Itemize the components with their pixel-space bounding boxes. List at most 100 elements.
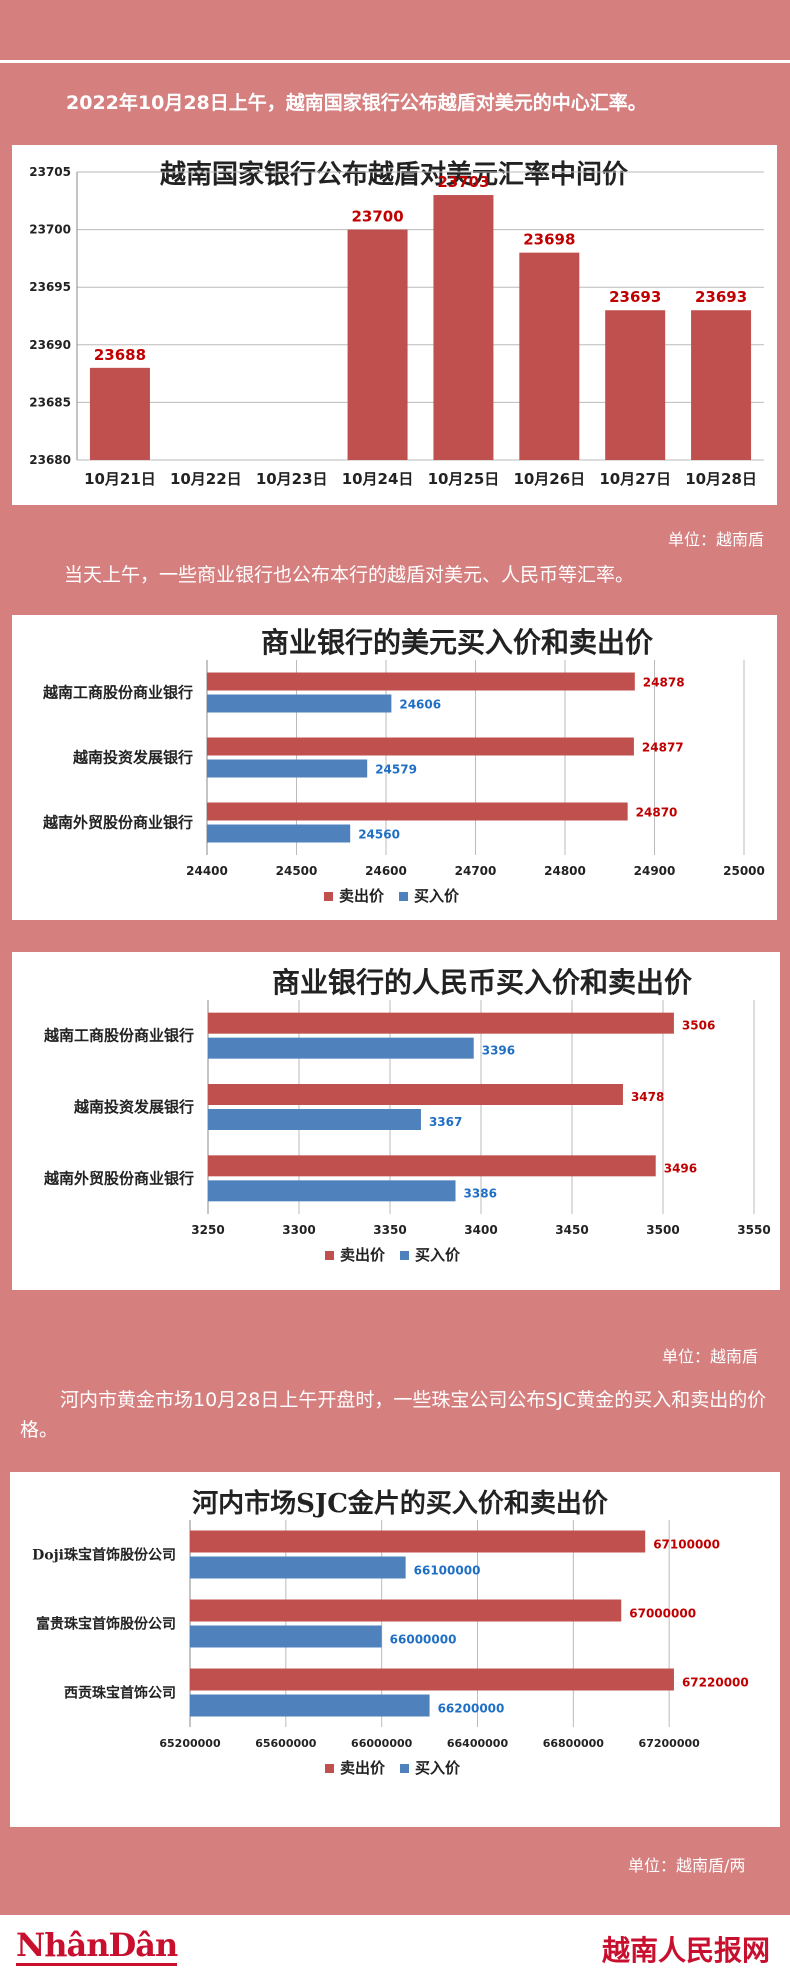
chart-card-2: 商业银行的美元买入价和卖出价 24400 24500 24600 24700 24800 2… <box>12 615 777 920</box>
category-label: 富贵珠宝首饰股份公司 <box>36 1616 176 1633</box>
bar <box>207 694 392 713</box>
data-label: 23700 <box>351 208 403 226</box>
x-tick-label: 10月24日 <box>342 470 414 488</box>
bar <box>89 367 150 460</box>
data-label: 3478 <box>631 1090 664 1104</box>
bar <box>190 1530 646 1553</box>
category-label: 越南外贸股份商业银行 <box>42 814 193 832</box>
bar <box>519 252 580 460</box>
chart-card-4: 河内市场SJC金片的买入价和卖出价 65200000 65600000 6600000… <box>10 1472 780 1827</box>
site-name[interactable]: 越南人民报网 <box>601 1934 770 1967</box>
gold-price-chart: 河内市场SJC金片的买入价和卖出价 65200000 65600000 6600000… <box>32 1488 749 1777</box>
x-tick-label: 3450 <box>555 1223 588 1237</box>
chart-card-1: 越南国家银行公布越盾对美元汇率中间价 23680 23685 23690 23695 23… <box>12 145 777 505</box>
x-tick-label: 66800000 <box>543 1737 605 1750</box>
x-tick-label: 24600 <box>365 864 407 878</box>
data-label: 24877 <box>642 741 684 755</box>
x-tick-label: 67200000 <box>639 1737 701 1750</box>
usd-bank-chart: 商业银行的美元买入价和卖出价 24400 24500 24600 24700 24800 2… <box>42 626 765 905</box>
legend-label: 买入价 <box>414 887 460 905</box>
x-tick-label: 3550 <box>737 1223 770 1237</box>
legend-swatch <box>400 1251 409 1260</box>
bar <box>207 824 351 843</box>
data-label: 24878 <box>643 676 685 690</box>
bar <box>691 310 752 460</box>
bar <box>207 759 368 778</box>
chart-title: 河内市场SJC金片的买入价和卖出价 <box>192 1488 609 1519</box>
unit-label-1: 单位：越南盾 <box>668 530 765 549</box>
x-tick-label: 10月28日 <box>685 470 757 488</box>
data-label: 24579 <box>375 763 417 777</box>
data-label: 23693 <box>609 288 661 306</box>
x-tick-label: 3500 <box>646 1223 679 1237</box>
unit-label-2: 单位：越南盾 <box>662 1347 759 1366</box>
bar <box>207 737 634 756</box>
footer: NhânDân 越南人民报网 <box>0 1915 790 1975</box>
legend-swatch <box>399 892 408 901</box>
chart-card-3: 商业银行的人民币买入价和卖出价 3250 3300 3350 3400 3450 3500 3… <box>12 952 780 1290</box>
bar <box>605 310 666 460</box>
data-label: 3496 <box>664 1161 697 1175</box>
bar <box>347 229 408 460</box>
x-tick-label: 10月26日 <box>513 470 585 488</box>
bar <box>207 802 628 821</box>
bar <box>190 1625 382 1648</box>
y-tick-label: 23700 <box>29 223 71 237</box>
central-rate-chart: 越南国家银行公布越盾对美元汇率中间价 23680 23685 23690 23695 23… <box>29 159 764 488</box>
category-label: 越南投资发展银行 <box>72 749 193 767</box>
bar <box>208 1084 623 1105</box>
x-tick-label: 66000000 <box>351 1737 413 1750</box>
top-divider <box>0 60 790 63</box>
x-tick-label: 65600000 <box>255 1737 317 1750</box>
data-label: 23698 <box>523 231 575 249</box>
cny-bank-chart: 商业银行的人民币买入价和卖出价 3250 3300 3350 3400 3450 3500 3… <box>43 966 771 1264</box>
data-label: 66100000 <box>414 1564 481 1578</box>
x-tick-label: 10月21日 <box>84 470 156 488</box>
x-tick-label: 10月22日 <box>170 470 242 488</box>
data-label: 3386 <box>464 1186 497 1200</box>
legend-label: 卖出价 <box>340 1759 386 1777</box>
x-tick-label: 24500 <box>276 864 318 878</box>
y-tick-label: 23680 <box>29 453 71 467</box>
legend-swatch <box>325 1251 334 1260</box>
data-label: 66000000 <box>390 1633 457 1647</box>
intro-text-2: 当天上午，一些商业银行也公布本行的越盾对美元、人民币等汇率。 <box>64 564 635 586</box>
y-tick-label: 23695 <box>29 280 71 294</box>
x-tick-label: 10月23日 <box>256 470 328 488</box>
category-label: 西贡珠宝首饰公司 <box>64 1685 176 1702</box>
data-label: 3506 <box>682 1019 715 1033</box>
x-tick-label: 25000 <box>723 864 765 878</box>
x-tick-label: 66400000 <box>447 1737 509 1750</box>
data-label: 67220000 <box>682 1676 749 1690</box>
y-tick-label: 23690 <box>29 338 71 352</box>
x-tick-label: 24700 <box>455 864 497 878</box>
data-label: 3396 <box>482 1044 515 1058</box>
bar <box>208 1037 474 1059</box>
unit-label-3: 单位：越南盾/两 <box>628 1856 746 1875</box>
data-label: 24606 <box>399 698 441 712</box>
category-label: 越南工商股份商业银行 <box>42 684 193 702</box>
nhandan-logo[interactable]: NhânDân <box>16 1926 178 1966</box>
bar <box>208 1012 674 1034</box>
data-label: 23693 <box>695 288 747 306</box>
chart-title: 商业银行的美元买入价和卖出价 <box>261 626 654 659</box>
bar <box>207 672 635 691</box>
data-label: 23703 <box>437 173 489 191</box>
x-tick-label: 65200000 <box>159 1737 221 1750</box>
legend-label: 卖出价 <box>340 1246 386 1264</box>
data-label: 3367 <box>429 1115 462 1129</box>
data-label: 66200000 <box>438 1702 505 1716</box>
legend-label: 买入价 <box>415 1759 461 1777</box>
x-tick-label: 24400 <box>186 864 228 878</box>
x-tick-label: 24900 <box>634 864 676 878</box>
x-tick-label: 3250 <box>191 1223 224 1237</box>
intro-text-1: 2022年10月28日上午，越南国家银行公布越盾对美元的中心汇率。 <box>66 92 647 114</box>
bar <box>190 1599 622 1622</box>
bar <box>208 1155 656 1177</box>
data-label: 23688 <box>94 346 146 364</box>
legend-swatch <box>325 1764 334 1773</box>
legend-label: 卖出价 <box>339 887 385 905</box>
bar <box>190 1668 674 1691</box>
category-label: Doji珠宝首饰股份公司 <box>32 1547 176 1564</box>
data-label: 67100000 <box>653 1538 720 1552</box>
